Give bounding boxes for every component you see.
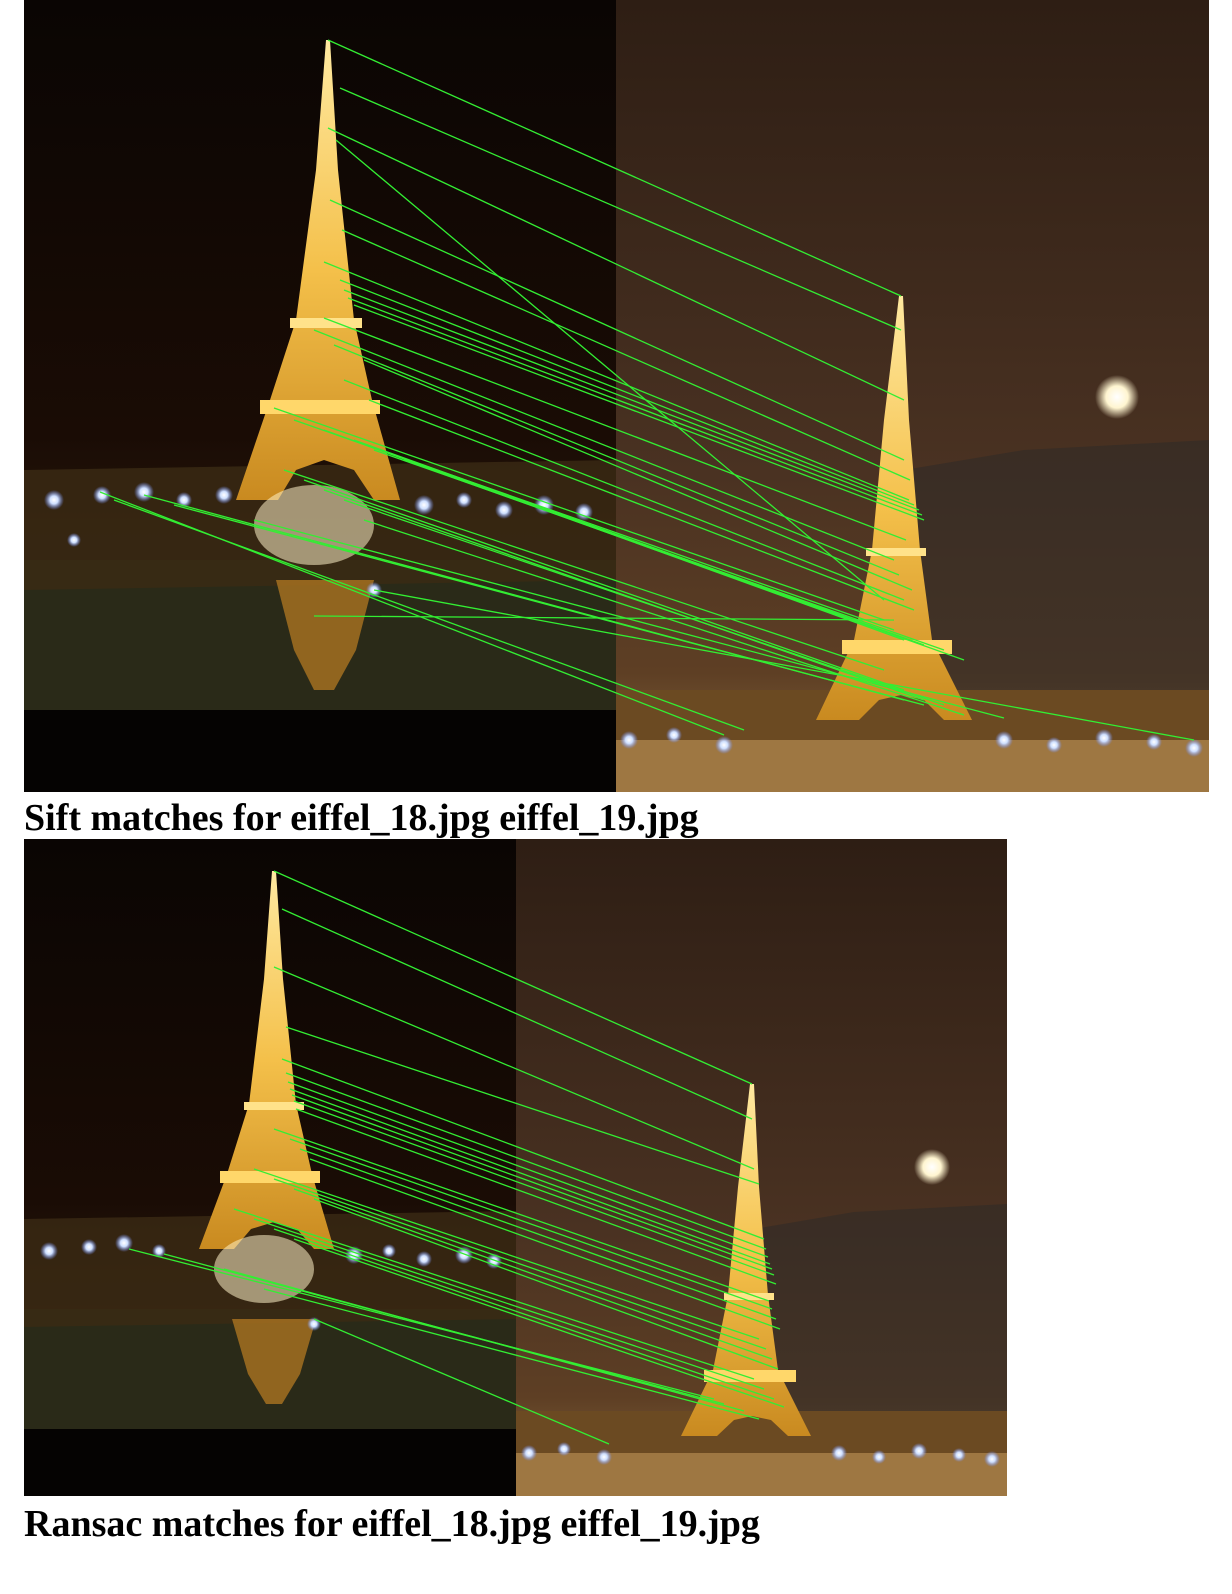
- match-line: [368, 399, 915, 611]
- ransac-match-image: [24, 839, 1007, 1496]
- match-line: [287, 1081, 769, 1258]
- match-line: [309, 1158, 781, 1330]
- ransac-caption: Ransac matches for eiffel_18.jpg eiffel_…: [24, 1503, 760, 1545]
- match-line: [285, 1072, 767, 1250]
- match-line: [273, 1128, 770, 1302]
- match-line: [313, 329, 895, 561]
- match-line: [253, 1218, 765, 1390]
- sift-match-canvas: [24, 0, 1209, 792]
- match-line: [313, 1318, 610, 1445]
- match-line: [273, 407, 885, 621]
- match-line: [343, 499, 945, 706]
- match-line: [293, 1100, 775, 1276]
- ransac-match-canvas: [24, 839, 1007, 1496]
- left-photo: [24, 0, 616, 792]
- match-line: [273, 966, 755, 1170]
- match-line: [343, 289, 920, 511]
- match-line: [223, 1268, 745, 1412]
- match-line: [323, 261, 910, 501]
- match-line: [347, 297, 923, 516]
- match-line: [323, 317, 907, 541]
- match-line: [289, 1088, 771, 1265]
- match-line: [293, 1238, 785, 1408]
- right-photo: [516, 839, 1007, 1496]
- match-line: [313, 1198, 779, 1370]
- match-line: [373, 589, 1195, 741]
- match-line: [295, 1108, 777, 1285]
- match-line: [233, 1208, 755, 1380]
- match-line: [363, 519, 965, 716]
- match-line: [253, 519, 1005, 719]
- match-line: [339, 279, 915, 506]
- match-line: [403, 459, 965, 661]
- match-line: [128, 1248, 715, 1400]
- match-line: [281, 1058, 765, 1240]
- match-line: [335, 139, 885, 601]
- match-line: [285, 1026, 760, 1185]
- match-line: [291, 1094, 773, 1270]
- match-line: [303, 479, 905, 691]
- match-line: [343, 379, 905, 601]
- match-line: [299, 1148, 777, 1320]
- match-line: [363, 359, 913, 591]
- right-photo: [616, 0, 1209, 792]
- sift-match-image: [24, 0, 1209, 792]
- left-photo: [24, 839, 516, 1496]
- match-line: [263, 1288, 760, 1420]
- match-line: [273, 870, 753, 1085]
- ransac-match-lines: [128, 870, 785, 1445]
- match-line: [289, 1138, 773, 1310]
- match-line: [327, 39, 902, 297]
- match-line: [339, 87, 902, 331]
- match-line: [173, 504, 925, 706]
- match-line: [329, 199, 905, 461]
- match-line: [333, 344, 900, 576]
- sift-match-lines: [99, 39, 1195, 741]
- match-line: [341, 229, 911, 481]
- match-line: [273, 1178, 767, 1350]
- match-line: [283, 469, 885, 671]
- match-line: [327, 127, 905, 401]
- match-line: [353, 304, 925, 521]
- sift-caption: Sift matches for eiffel_18.jpg eiffel_19…: [24, 797, 699, 839]
- match-line: [281, 908, 753, 1120]
- match-line: [273, 1228, 775, 1400]
- match-line: [293, 1188, 773, 1360]
- match-line: [313, 615, 895, 621]
- match-line: [113, 499, 745, 731]
- match-line: [253, 1168, 760, 1340]
